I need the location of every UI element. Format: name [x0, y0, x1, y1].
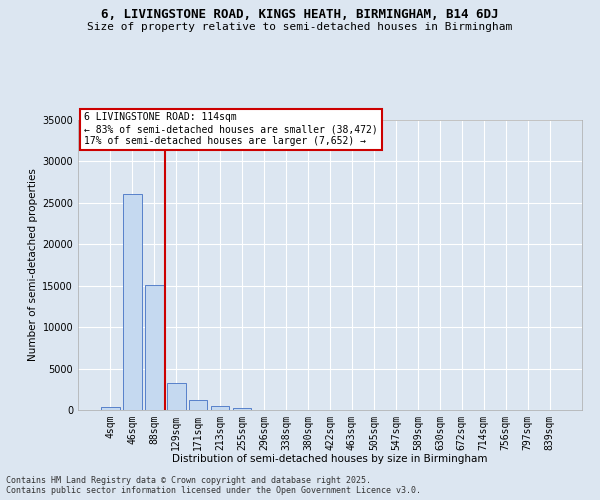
Bar — [123, 194, 142, 410]
Text: Size of property relative to semi-detached houses in Birmingham: Size of property relative to semi-detach… — [88, 22, 512, 32]
Bar — [101, 406, 119, 410]
Bar — [233, 408, 251, 410]
Text: 6, LIVINGSTONE ROAD, KINGS HEATH, BIRMINGHAM, B14 6DJ: 6, LIVINGSTONE ROAD, KINGS HEATH, BIRMIN… — [101, 8, 499, 20]
Text: 6 LIVINGSTONE ROAD: 114sqm
← 83% of semi-detached houses are smaller (38,472)
17: 6 LIVINGSTONE ROAD: 114sqm ← 83% of semi… — [84, 112, 378, 146]
Bar — [211, 406, 229, 410]
Text: Contains HM Land Registry data © Crown copyright and database right 2025.
Contai: Contains HM Land Registry data © Crown c… — [6, 476, 421, 495]
Bar — [145, 285, 164, 410]
Bar — [167, 384, 185, 410]
X-axis label: Distribution of semi-detached houses by size in Birmingham: Distribution of semi-detached houses by … — [172, 454, 488, 464]
Bar — [189, 400, 208, 410]
Y-axis label: Number of semi-detached properties: Number of semi-detached properties — [28, 168, 38, 362]
